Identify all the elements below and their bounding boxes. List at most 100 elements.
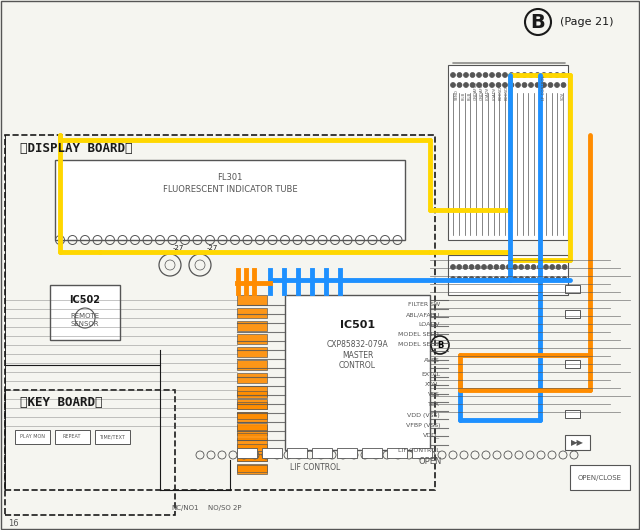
- Circle shape: [494, 277, 499, 281]
- Circle shape: [543, 277, 548, 281]
- Bar: [237, 295, 267, 305]
- Text: 【DISPLAY BOARD】: 【DISPLAY BOARD】: [20, 142, 132, 155]
- Text: GNDAFILE: GNDAFILE: [480, 81, 484, 100]
- Circle shape: [541, 83, 547, 87]
- Circle shape: [554, 73, 559, 77]
- Bar: [237, 422, 267, 429]
- Circle shape: [556, 264, 561, 269]
- Text: LF CONTROL: LF CONTROL: [542, 75, 546, 100]
- Circle shape: [529, 73, 534, 77]
- Circle shape: [506, 277, 511, 281]
- Text: FILTER SW: FILTER SW: [408, 303, 440, 307]
- Circle shape: [481, 277, 486, 281]
- Text: TIME/TEXT: TIME/TEXT: [99, 435, 125, 439]
- Circle shape: [548, 83, 553, 87]
- Bar: [565, 435, 590, 450]
- Circle shape: [463, 264, 468, 269]
- Bar: [237, 412, 267, 419]
- Text: IC502: IC502: [70, 295, 100, 305]
- Circle shape: [488, 277, 493, 281]
- Text: BOOSDV: BOOSDV: [504, 83, 509, 100]
- Text: (Page 21): (Page 21): [560, 17, 614, 27]
- Circle shape: [538, 277, 542, 281]
- Bar: [362, 448, 382, 458]
- Circle shape: [506, 264, 511, 269]
- Bar: [237, 433, 267, 440]
- Bar: [237, 321, 267, 331]
- Bar: [312, 448, 332, 458]
- Circle shape: [451, 277, 456, 281]
- Text: EXTAL: EXTAL: [421, 373, 440, 377]
- Circle shape: [483, 83, 488, 87]
- Circle shape: [451, 83, 456, 87]
- Text: VDD_: VDD_: [423, 432, 440, 438]
- Text: LIF CONTROL: LIF CONTROL: [290, 464, 340, 473]
- Bar: [285, 295, 430, 450]
- Circle shape: [483, 73, 488, 77]
- Circle shape: [496, 73, 501, 77]
- Bar: [55, 160, 405, 240]
- Text: ABL/AFABU: ABL/AFABU: [406, 313, 440, 317]
- Bar: [237, 454, 267, 461]
- Bar: [237, 425, 267, 435]
- Text: NO/SO 2P: NO/SO 2P: [208, 505, 242, 511]
- Bar: [287, 448, 307, 458]
- Circle shape: [457, 83, 462, 87]
- Bar: [237, 386, 267, 396]
- Text: FILB: FILB: [461, 92, 465, 100]
- Circle shape: [550, 264, 555, 269]
- Text: BOOSDV: BOOSDV: [499, 83, 502, 100]
- Bar: [55, 430, 90, 444]
- Circle shape: [562, 277, 567, 281]
- Text: FLUORESCENT INDICATOR TUBE: FLUORESCENT INDICATOR TUBE: [163, 186, 298, 195]
- Circle shape: [463, 83, 468, 87]
- Text: 16: 16: [8, 519, 19, 528]
- Text: FILB: FILB: [467, 92, 472, 100]
- Bar: [565, 310, 580, 318]
- Circle shape: [562, 264, 567, 269]
- Circle shape: [548, 73, 553, 77]
- Circle shape: [554, 83, 559, 87]
- Circle shape: [509, 73, 514, 77]
- Circle shape: [470, 73, 475, 77]
- Circle shape: [451, 264, 456, 269]
- Bar: [237, 451, 267, 461]
- Text: -27: -27: [206, 245, 218, 251]
- Circle shape: [496, 83, 501, 87]
- Text: 【KEY BOARD】: 【KEY BOARD】: [20, 395, 102, 409]
- Circle shape: [535, 73, 540, 77]
- Circle shape: [515, 83, 520, 87]
- Text: SEND: SEND: [455, 89, 459, 100]
- Text: B: B: [531, 13, 545, 31]
- Circle shape: [470, 83, 475, 87]
- Bar: [237, 464, 267, 472]
- Circle shape: [476, 277, 480, 281]
- Bar: [237, 399, 267, 409]
- Bar: [262, 448, 282, 458]
- Circle shape: [531, 277, 536, 281]
- Circle shape: [457, 73, 462, 77]
- Text: LOADV: LOADV: [419, 322, 440, 328]
- Circle shape: [515, 73, 520, 77]
- Circle shape: [550, 277, 555, 281]
- Text: NC/NO1: NC/NO1: [172, 505, 199, 511]
- Circle shape: [561, 83, 566, 87]
- Circle shape: [481, 264, 486, 269]
- Bar: [337, 448, 357, 458]
- Circle shape: [525, 264, 530, 269]
- Circle shape: [500, 264, 505, 269]
- Circle shape: [513, 264, 518, 269]
- Circle shape: [531, 264, 536, 269]
- Bar: [387, 448, 407, 458]
- Text: B: B: [437, 340, 443, 349]
- Bar: [237, 438, 267, 448]
- Bar: [570, 465, 630, 490]
- Circle shape: [463, 277, 468, 281]
- Text: AVSS: AVSS: [424, 358, 440, 363]
- Bar: [565, 285, 580, 293]
- Bar: [237, 373, 267, 383]
- Circle shape: [541, 73, 547, 77]
- Circle shape: [457, 264, 461, 269]
- Bar: [448, 65, 568, 240]
- Bar: [50, 285, 120, 340]
